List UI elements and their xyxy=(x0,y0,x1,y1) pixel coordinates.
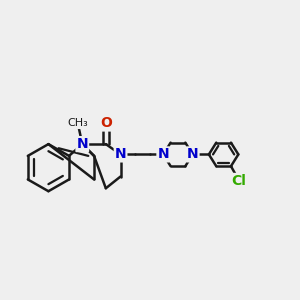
Text: O: O xyxy=(100,116,112,130)
Text: N: N xyxy=(187,147,199,161)
Text: CH₃: CH₃ xyxy=(68,118,88,128)
Text: N: N xyxy=(76,137,88,151)
Text: N: N xyxy=(158,147,169,161)
Text: Cl: Cl xyxy=(231,174,246,188)
Text: N: N xyxy=(115,147,126,161)
